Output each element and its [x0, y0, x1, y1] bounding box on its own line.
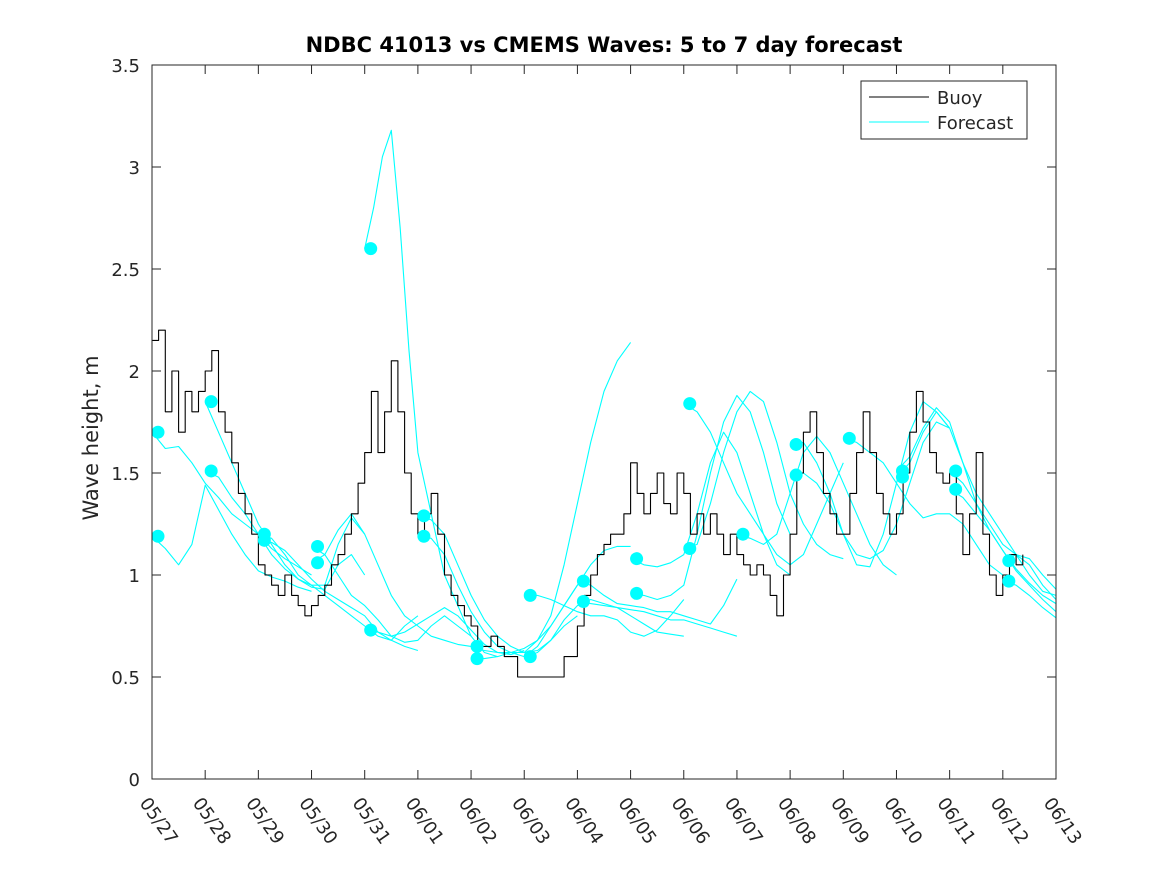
forecast-start-marker: [895, 464, 909, 478]
axes-frame: [151, 64, 1057, 780]
forecast-start-marker: [151, 425, 165, 439]
y-tick-label: 0.5: [111, 668, 140, 689]
y-axis-title: Wave height, m: [79, 355, 103, 520]
forecast-series-line: [311, 513, 472, 647]
forecast-series-line: [630, 394, 791, 601]
forecast-start-marker: [842, 431, 856, 445]
forecast-start-marker: [683, 541, 697, 555]
legend-box: [860, 80, 1028, 140]
y-tick-label: 3.5: [111, 56, 140, 77]
y-tick-label: 1.5: [111, 464, 140, 485]
plot-area: [152, 65, 1056, 779]
forecast-start-marker: [683, 397, 697, 411]
forecast-series-line: [524, 594, 685, 637]
forecast-series-line: [683, 390, 844, 560]
forecast-start-marker: [470, 652, 484, 666]
forecast-start-marker: [364, 242, 378, 256]
forecast-start-marker: [523, 650, 537, 664]
forecast-start-marker: [417, 509, 431, 523]
forecast-start-marker: [470, 639, 484, 653]
forecast-start-marker: [523, 588, 537, 602]
forecast-start-marker: [364, 623, 378, 637]
forecast-start-marker: [311, 556, 325, 570]
forecast-series-line: [949, 488, 1057, 613]
forecast-start-marker: [736, 527, 750, 541]
forecast-series-line: [577, 578, 738, 625]
y-ticks: 0 0.5 1 1.5 2 2.5 3 3.5: [111, 56, 1056, 791]
forecast-start-marker: [204, 464, 218, 478]
forecast-start-marker: [1002, 574, 1016, 588]
y-tick-label: 2: [129, 362, 140, 383]
forecast-series-line: [364, 129, 498, 658]
forecast-start-marker: [417, 529, 431, 543]
forecast-series-line: [577, 600, 738, 637]
forecast-start-marker: [257, 533, 271, 547]
forecast-start-marker: [576, 574, 590, 588]
forecast-start-marker: [949, 482, 963, 496]
y-tick-label: 1: [129, 566, 140, 587]
y-tick-label: 0: [129, 770, 140, 791]
forecast-start-marker: [311, 539, 325, 553]
forecast-start-marker: [630, 586, 644, 600]
y-tick-label: 2.5: [111, 260, 140, 281]
forecast-start-marker: [789, 437, 803, 451]
forecast-series-line: [790, 421, 950, 560]
forecast-start-marker: [151, 529, 165, 543]
forecast-series-line: [524, 598, 684, 658]
axes-box: [151, 64, 1057, 780]
legend-forecast-label: Forecast: [937, 113, 1013, 134]
forecast-series-line: [470, 342, 632, 654]
buoy-series-line: [152, 329, 1024, 678]
forecast-start-marker: [949, 464, 963, 478]
legend-buoy-label: Buoy: [937, 88, 983, 109]
legend: Buoy Forecast: [860, 80, 1028, 140]
forecast-series-line: [258, 539, 419, 652]
forecast-start-marker: [204, 395, 218, 409]
forecast-start-marker: [1002, 554, 1016, 568]
chart-title: NDBC 41013 vs CMEMS Waves: 5 to 7 day fo…: [306, 33, 903, 57]
forecast-start-marker: [630, 552, 644, 566]
forecast-series-line: [949, 470, 1057, 600]
marker-layer: [151, 242, 1024, 678]
forecast-series-line: [151, 431, 312, 576]
forecast-series-line: [683, 403, 844, 566]
forecast-start-marker: [576, 595, 590, 609]
y-tick-label: 3: [129, 158, 140, 179]
forecast-start-marker: [789, 468, 803, 482]
